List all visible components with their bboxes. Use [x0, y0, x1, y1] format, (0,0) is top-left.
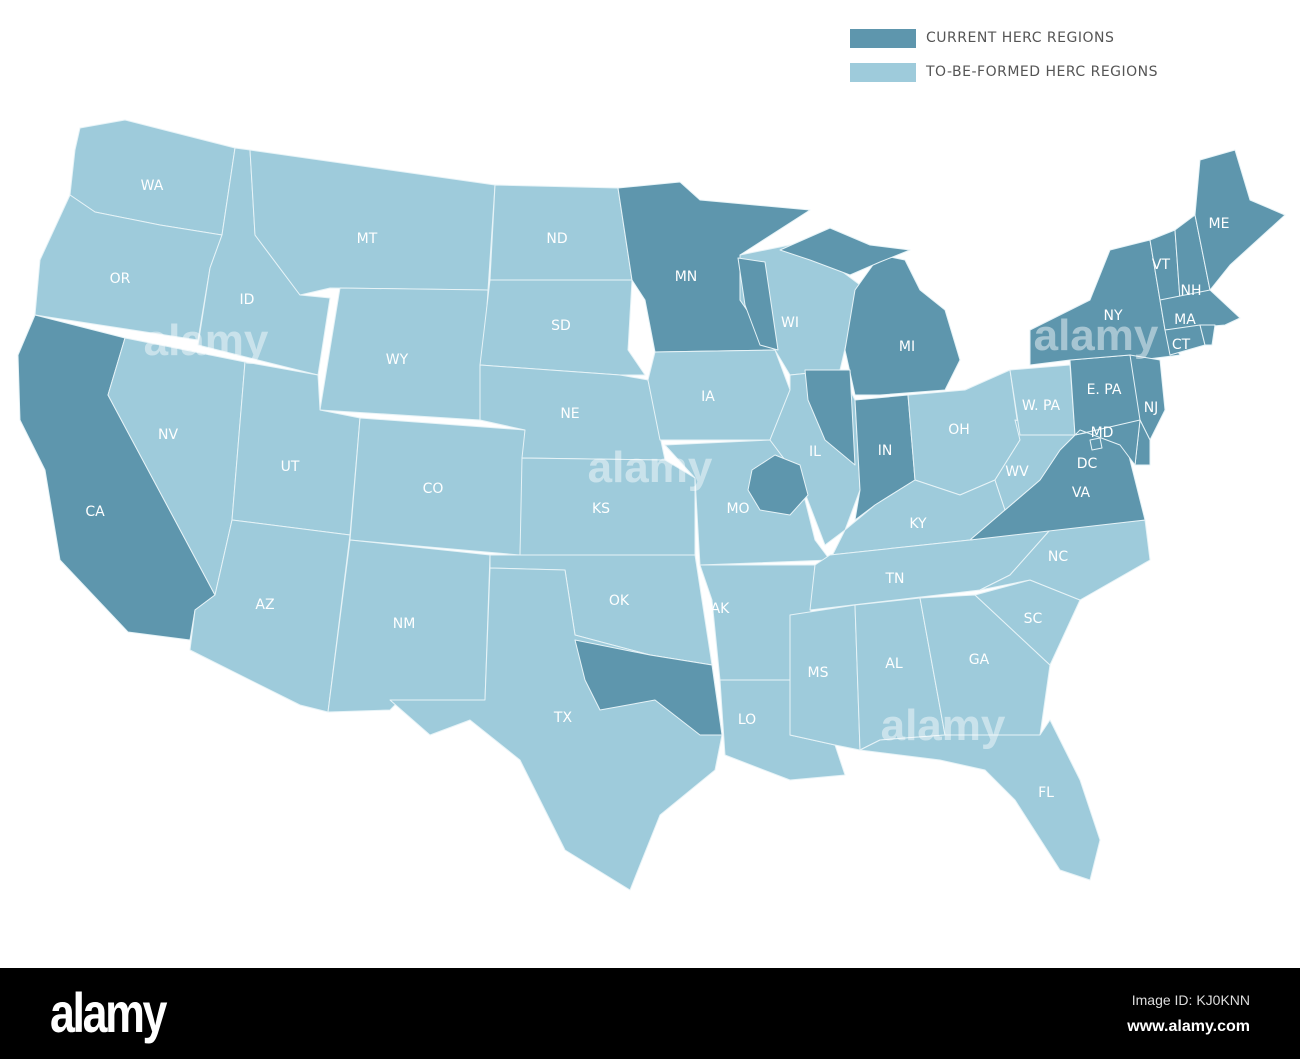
state-label-tx: TX [553, 710, 573, 726]
watermark-text: alamy [1034, 311, 1159, 360]
state-label-sc: SC [1024, 611, 1043, 627]
current-subregion-wi-west [737, 257, 779, 351]
state-label-id: ID [240, 292, 255, 308]
us-map: WA OR CA NV ID MT WY UT CO AZ NM ND SD NE KS OK TX MN IA MO… [17, 119, 1286, 891]
state-nc [979, 519, 1151, 601]
state-label-vt: VT [1152, 257, 1171, 273]
state-label-la: LO [738, 712, 756, 728]
site-url: www.alamy.com [1127, 1018, 1250, 1035]
state-label-nc: NC [1048, 549, 1068, 565]
state-label-wi: WI [781, 315, 799, 331]
state-mi-upper [779, 227, 911, 276]
alamy-logo: alamy [50, 981, 167, 1044]
watermark-text: alamy [881, 701, 1006, 750]
state-label-dc: DC [1077, 456, 1098, 472]
state-ri [1199, 324, 1216, 346]
state-mi [844, 254, 961, 396]
state-label-mi: MI [899, 339, 915, 355]
watermark-text: alamy [144, 316, 269, 365]
state-label-ga: GA [969, 652, 990, 668]
current-subregions-layer [574, 257, 856, 736]
state-label-ny: NY [1103, 308, 1122, 324]
state-label-wpa: W. PA [1022, 398, 1061, 414]
state-label-wa: WA [141, 178, 164, 194]
state-me [1194, 149, 1286, 291]
state-ia [647, 349, 791, 441]
state-az [189, 519, 351, 713]
state-label-ks: KS [592, 501, 610, 517]
state-tx [389, 567, 723, 891]
state-label-ma: MA [1174, 312, 1196, 328]
legend-label: CURRENT HERC REGIONS [926, 30, 1115, 46]
state-label-oh: OH [948, 422, 970, 438]
state-label-in: IN [878, 443, 893, 459]
state-label-mt: MT [357, 231, 378, 247]
state-label-al: AL [885, 656, 903, 672]
legend-swatch-current [850, 28, 916, 48]
state-label-nm: NM [393, 616, 416, 632]
state-label-va: VA [1072, 485, 1091, 501]
current-subregion-mo-st-louis [747, 454, 809, 516]
state-label-tn: TN [884, 571, 904, 587]
legend-label: TO-BE-FORMED HERC REGIONS [926, 64, 1159, 80]
state-label-ok: OK [609, 593, 630, 609]
watermark-text: alamy [588, 443, 713, 492]
state-label-epa: E. PA [1087, 382, 1122, 398]
state-label-az: AZ [255, 597, 274, 613]
state-label-mn: MN [675, 269, 698, 285]
state-label-ky: KY [909, 516, 927, 532]
state-nj [1129, 354, 1166, 441]
state-ga [919, 594, 1051, 736]
state-md [1074, 419, 1141, 466]
state-label-nd: ND [546, 231, 567, 247]
legend-item-to-be-formed: TO-BE-FORMED HERC REGIONS [850, 62, 1158, 82]
state-label-nv: NV [158, 427, 178, 443]
state-label-wy: WY [386, 352, 409, 368]
watermark-layer: alamy alamy alamy alamy [144, 311, 1159, 750]
states-layer [17, 119, 1286, 891]
state-label-nh: NH [1181, 283, 1202, 299]
state-label-sd: SD [551, 318, 571, 334]
state-label-nj: NJ [1144, 400, 1159, 416]
state-label-ca: CA [85, 504, 105, 520]
state-label-fl: FL [1038, 785, 1054, 801]
legend-item-current: CURRENT HERC REGIONS [850, 28, 1158, 48]
watermark-footer: alamy Image ID: KJ0KNN www.alamy.com [0, 968, 1300, 1059]
image-id: Image ID: KJ0KNN [1131, 992, 1250, 1008]
state-mt [249, 149, 496, 296]
state-ks [519, 457, 696, 556]
state-label-ri: RI [1220, 347, 1234, 363]
legend-swatch-to-be-formed [850, 62, 916, 82]
current-subregion-il-northeast [804, 369, 856, 466]
state-label-wv: WV [1005, 464, 1029, 480]
state-label-md: MD [1091, 425, 1114, 441]
state-label-de: DE [1154, 434, 1174, 450]
state-label-ar: AK [711, 601, 731, 617]
state-label-ut: UT [281, 459, 300, 475]
state-ma [1159, 289, 1241, 331]
state-labels-layer: WA OR CA NV ID MT WY UT CO AZ NM ND SD NE KS OK TX MN IA MO… [85, 178, 1234, 801]
current-subregion-tx-north [574, 639, 723, 736]
state-dc [1089, 437, 1103, 451]
state-label-co: CO [423, 481, 444, 497]
state-label-ia: IA [701, 389, 715, 405]
state-label-ne: NE [560, 406, 579, 422]
state-label-mo: MO [726, 501, 749, 517]
state-label-il: IL [809, 444, 821, 460]
state-label-ct: CT [1172, 337, 1191, 353]
legend: CURRENT HERC REGIONS TO-BE-FORMED HERC R… [850, 28, 1158, 96]
state-label-or: OR [110, 271, 131, 287]
state-fl [859, 719, 1101, 881]
state-label-ms: MS [808, 665, 829, 681]
state-label-me: ME [1209, 216, 1230, 232]
